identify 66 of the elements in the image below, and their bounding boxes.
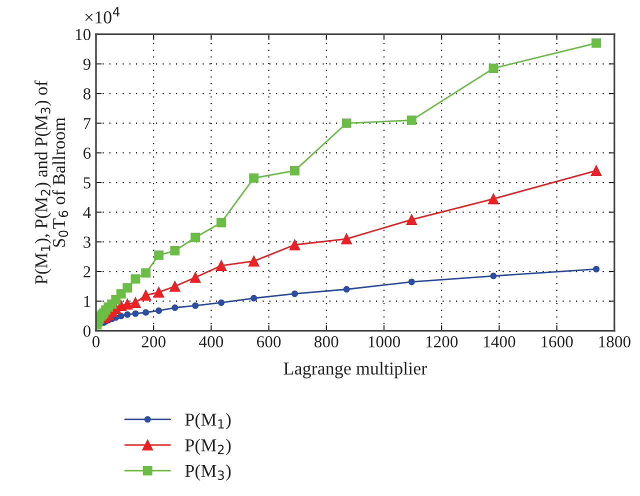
point	[216, 260, 227, 271]
text: P(M$_{1}$), P(M$_{2}$) and P(M$_{3}$) of S$_{0}$T$_{6}$ of Ballroom	[34, 80, 68, 284]
point	[590, 165, 602, 176]
point	[118, 312, 124, 320]
point	[132, 310, 139, 317]
point	[130, 274, 140, 284]
point	[170, 280, 180, 292]
x-tick-label: 1400	[484, 336, 516, 348]
y-tick-label: 4	[83, 207, 91, 218]
point	[140, 290, 152, 301]
y-tick-label: 2	[84, 266, 90, 278]
point	[341, 234, 352, 244]
point	[192, 302, 199, 309]
point	[124, 311, 131, 318]
point	[248, 256, 260, 267]
x-tick-label: 1800	[599, 336, 630, 348]
point	[592, 266, 600, 272]
point	[250, 294, 258, 302]
point	[249, 173, 259, 183]
point	[155, 307, 162, 314]
x-tick-label: 600	[257, 336, 281, 348]
point	[342, 118, 352, 128]
y-tick-label: 1	[84, 296, 90, 307]
y-tick-label: 6	[84, 148, 91, 159]
point	[488, 193, 499, 204]
point	[290, 166, 300, 176]
point	[141, 268, 151, 278]
point	[216, 218, 226, 228]
point	[291, 290, 298, 298]
y-tick-label: 3	[84, 236, 90, 248]
x-tick-label: 200	[142, 336, 166, 348]
x-tick-label: 400	[199, 336, 224, 348]
y-tick-label: 9	[83, 58, 90, 70]
point	[408, 278, 415, 286]
text: ×10$^{4}$	[85, 7, 120, 24]
y-tick-label: 8	[83, 88, 91, 100]
point	[142, 309, 150, 316]
point	[170, 246, 180, 256]
point	[218, 299, 225, 306]
point	[122, 283, 132, 293]
point	[153, 286, 164, 298]
x-tick-label: 1200	[426, 336, 458, 348]
point	[343, 286, 350, 293]
legend-label: P(M$_{3}$)	[185, 464, 231, 481]
y-tick-label: 7	[84, 118, 91, 129]
point	[190, 232, 200, 242]
point	[490, 272, 497, 280]
y-tick-label: 0	[83, 326, 91, 337]
point	[406, 214, 418, 225]
x-tick-label: 800	[314, 336, 338, 348]
legend-label: P(M$_{2}$)	[185, 438, 231, 456]
y-tick-label: 10	[76, 28, 91, 40]
point	[289, 239, 300, 250]
point	[406, 116, 416, 125]
point	[488, 64, 498, 74]
x-axis-title: Lagrange multiplier	[284, 362, 427, 378]
point	[130, 297, 141, 308]
point	[190, 272, 201, 283]
x-tick-label: 1600	[542, 336, 573, 348]
point	[154, 250, 164, 260]
x-tick-label: 0	[92, 336, 100, 348]
x-tick-label: 1000	[368, 336, 400, 348]
y-tick-label: 5	[84, 177, 90, 188]
legend-label: P(M$_{1}$)	[185, 413, 231, 430]
point	[592, 38, 601, 48]
point	[172, 304, 178, 311]
